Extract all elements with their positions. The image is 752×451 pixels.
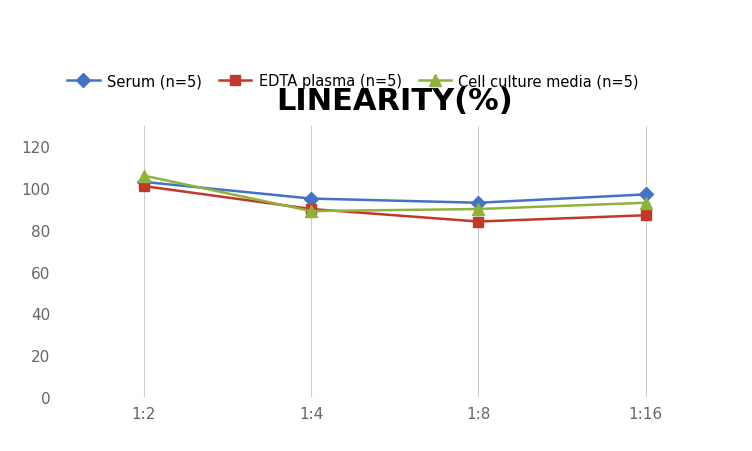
Serum (n=5) — [474, 201, 483, 206]
Cell culture media (n=5) — [641, 201, 650, 206]
Cell culture media (n=5) — [307, 209, 316, 214]
Serum (n=5) — [307, 197, 316, 202]
EDTA plasma (n=5) — [139, 184, 148, 189]
Legend: Serum (n=5), EDTA plasma (n=5), Cell culture media (n=5): Serum (n=5), EDTA plasma (n=5), Cell cul… — [68, 74, 639, 89]
EDTA plasma (n=5) — [474, 219, 483, 225]
Line: Serum (n=5): Serum (n=5) — [139, 178, 650, 208]
Title: LINEARITY(%): LINEARITY(%) — [277, 87, 513, 115]
Serum (n=5) — [139, 180, 148, 185]
Cell culture media (n=5) — [474, 207, 483, 212]
Line: Cell culture media (n=5): Cell culture media (n=5) — [138, 170, 651, 217]
Line: EDTA plasma (n=5): EDTA plasma (n=5) — [139, 182, 650, 227]
EDTA plasma (n=5) — [307, 207, 316, 212]
Serum (n=5) — [641, 192, 650, 198]
EDTA plasma (n=5) — [641, 213, 650, 218]
Cell culture media (n=5) — [139, 174, 148, 179]
